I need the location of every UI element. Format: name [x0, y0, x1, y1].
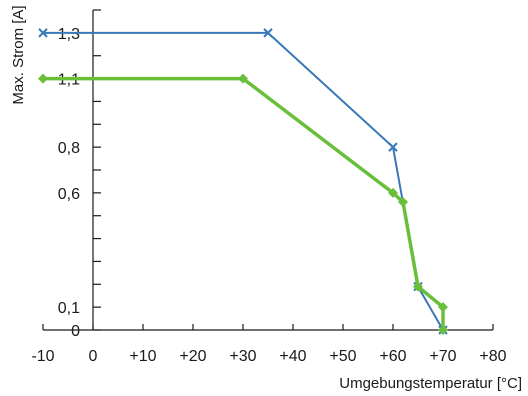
series-1-point [263, 28, 273, 38]
x-tick-label: +60 [379, 348, 406, 365]
y-tick-label: 1,3 [58, 26, 80, 43]
series-2-point [438, 302, 448, 313]
y-tick-label: 0,1 [58, 300, 80, 317]
series-2-point [413, 281, 423, 292]
x-axis-title: Umgebungstemperatur [°C] [339, 375, 522, 392]
x-tick-label: -10 [31, 348, 54, 365]
series-2-point [238, 73, 248, 84]
y-tick-label: 0,6 [58, 186, 80, 203]
series-1-point [38, 28, 48, 38]
x-tick-label: 0 [89, 348, 98, 365]
y-tick-label: 0,8 [58, 140, 80, 157]
chart-labels: Umgebungstemperatur [°C] Max. Strom [A] [10, 5, 522, 392]
y-axis-title: Max. Strom [A] [10, 5, 27, 104]
series-layer [38, 28, 448, 335]
series-2-point [38, 73, 48, 84]
series-2-point [398, 197, 408, 207]
x-tick-label: +30 [229, 348, 256, 365]
x-tick-label: +20 [179, 348, 206, 365]
x-tick-label: +50 [329, 348, 356, 365]
series-2-line [43, 76, 445, 330]
x-tick-label: +70 [429, 348, 456, 365]
series-2-point [438, 325, 448, 335]
series-2 [38, 73, 448, 335]
series-1-point [388, 142, 398, 152]
x-tick-label: +80 [479, 348, 506, 365]
x-tick-label: +40 [279, 348, 306, 365]
x-tick-label: +10 [129, 348, 156, 365]
chart-axes: -10 0 +10 +20 +30 +40 +50 +60 +70 +80 0 0,1 0,6 0,8 1,… [31, 9, 507, 365]
series-2-point [388, 187, 398, 198]
y-tick-label: 0 [71, 323, 80, 340]
